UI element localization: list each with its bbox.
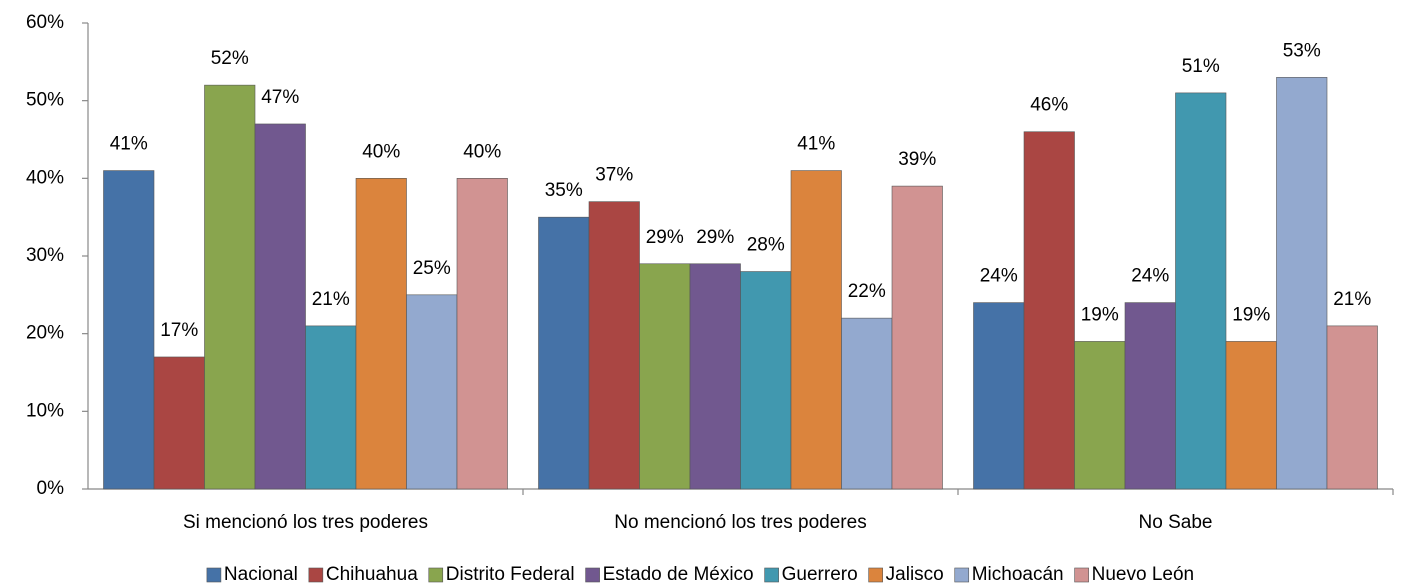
bar xyxy=(639,263,691,490)
data-label: 19% xyxy=(1081,304,1119,325)
bar xyxy=(841,317,893,490)
y-tick-label: 20% xyxy=(26,323,64,344)
data-label: 17% xyxy=(160,320,198,341)
legend-label: Chihuahua xyxy=(326,564,418,585)
data-label: 39% xyxy=(898,149,936,170)
bar xyxy=(538,216,590,490)
y-tick-label: 30% xyxy=(26,245,64,266)
legend-swatch xyxy=(428,567,444,583)
x-tick-label: Si mencionó los tres poderes xyxy=(183,512,428,533)
bar xyxy=(973,302,1025,490)
legend-label: Jalisco xyxy=(886,564,944,585)
bar xyxy=(1074,341,1126,490)
bar xyxy=(689,263,741,490)
bar xyxy=(740,271,792,490)
bar xyxy=(1023,131,1075,490)
legend-label: Distrito Federal xyxy=(446,564,575,585)
bar xyxy=(790,170,842,490)
data-label: 35% xyxy=(545,180,583,201)
data-label: 21% xyxy=(1333,289,1371,310)
bar xyxy=(1326,325,1378,490)
legend: Nacional Chihuahua Distrito Federal Estado … xyxy=(206,564,1194,585)
data-label: 19% xyxy=(1232,304,1270,325)
legend-swatch xyxy=(308,567,324,583)
bar xyxy=(305,325,357,490)
bar xyxy=(1124,302,1176,490)
data-label: 41% xyxy=(797,134,835,155)
data-label: 37% xyxy=(595,165,633,186)
data-label: 22% xyxy=(848,281,886,302)
bar xyxy=(355,178,407,490)
bar xyxy=(1225,341,1277,490)
bar xyxy=(1276,77,1328,490)
legend-swatch xyxy=(585,567,600,583)
data-label: 46% xyxy=(1030,95,1068,116)
y-tick-label: 50% xyxy=(26,90,64,111)
bar xyxy=(103,170,155,490)
data-label: 47% xyxy=(261,87,299,108)
bar xyxy=(588,201,640,490)
bar xyxy=(891,185,943,490)
data-label: 40% xyxy=(362,141,400,162)
data-label: 53% xyxy=(1283,40,1321,61)
legend-swatch xyxy=(1074,567,1089,583)
legend-swatch xyxy=(868,567,883,583)
data-label: 41% xyxy=(110,134,148,155)
legend-swatch xyxy=(954,567,970,583)
legend-swatch xyxy=(206,567,222,583)
data-label: 40% xyxy=(463,141,501,162)
x-tick-label: No mencionó los tres poderes xyxy=(614,512,866,533)
bar xyxy=(456,178,508,490)
legend-label: Michoacán xyxy=(972,564,1064,585)
bar xyxy=(153,356,205,490)
y-tick-label: 10% xyxy=(26,400,64,421)
bar xyxy=(1175,92,1227,490)
data-label: 28% xyxy=(747,235,785,256)
x-tick-label: No Sabe xyxy=(1139,512,1213,533)
data-label: 21% xyxy=(312,289,350,310)
y-tick-label: 40% xyxy=(26,167,64,188)
legend-label: Nuevo León xyxy=(1092,564,1194,585)
data-label: 29% xyxy=(696,227,734,248)
data-label: 24% xyxy=(1131,266,1169,287)
data-label: 25% xyxy=(413,258,451,279)
data-label: 52% xyxy=(211,48,249,69)
legend-swatch xyxy=(764,567,779,583)
data-label: 29% xyxy=(646,227,684,248)
bar xyxy=(204,84,256,490)
bar xyxy=(254,123,306,490)
y-tick-label: 0% xyxy=(37,478,65,499)
legend-label: Estado de México xyxy=(603,564,754,585)
data-label: 51% xyxy=(1182,56,1220,77)
y-tick-label: 60% xyxy=(26,12,64,33)
data-label: 24% xyxy=(980,266,1018,287)
legend-label: Nacional xyxy=(224,564,298,585)
legend-label: Guerrero xyxy=(782,564,858,585)
bar xyxy=(406,294,458,490)
